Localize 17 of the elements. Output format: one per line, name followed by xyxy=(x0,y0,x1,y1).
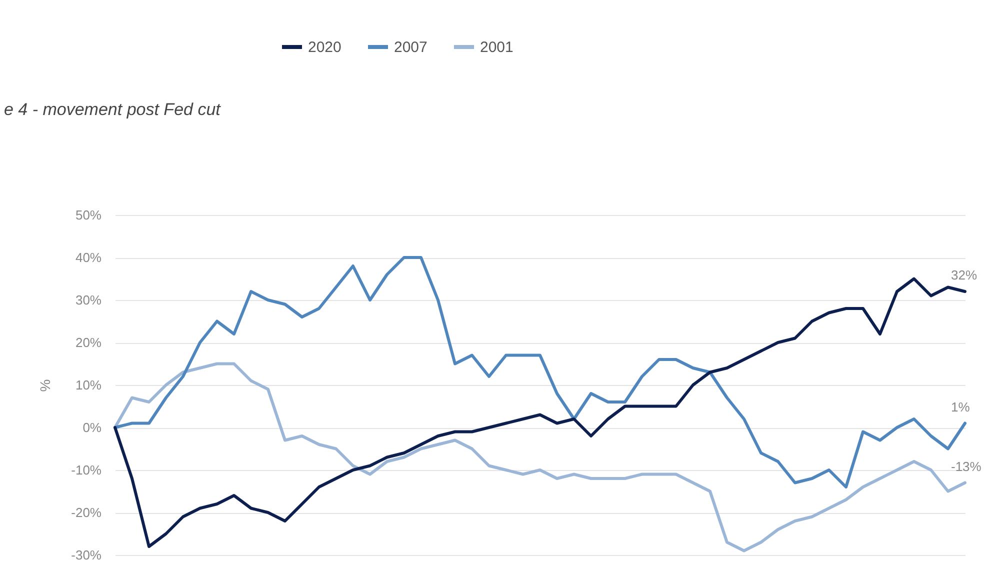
annotation: -13% xyxy=(951,458,982,474)
y-tick-label: -30% xyxy=(71,548,102,562)
text: e 4 - movement post Fed cut xyxy=(4,100,220,120)
y-tick-label: -10% xyxy=(71,462,102,478)
legend-label: 2001 xyxy=(480,39,514,56)
y-tick-label: 50% xyxy=(75,208,102,222)
legend-label: 2007 xyxy=(394,39,428,56)
y-tick-label: -20% xyxy=(71,505,102,520)
y-tick-label: 10% xyxy=(75,378,102,392)
y-tick-label: 0% xyxy=(82,420,102,435)
y-tick-label: 20% xyxy=(75,335,102,350)
y-axis-title: % xyxy=(37,379,54,392)
legend-label: 2020 xyxy=(308,39,342,56)
annotation: 32% xyxy=(951,268,978,282)
y-tick-label: 40% xyxy=(75,250,102,265)
annotation: 1% xyxy=(951,399,970,414)
y-tick-label: 30% xyxy=(75,292,102,308)
